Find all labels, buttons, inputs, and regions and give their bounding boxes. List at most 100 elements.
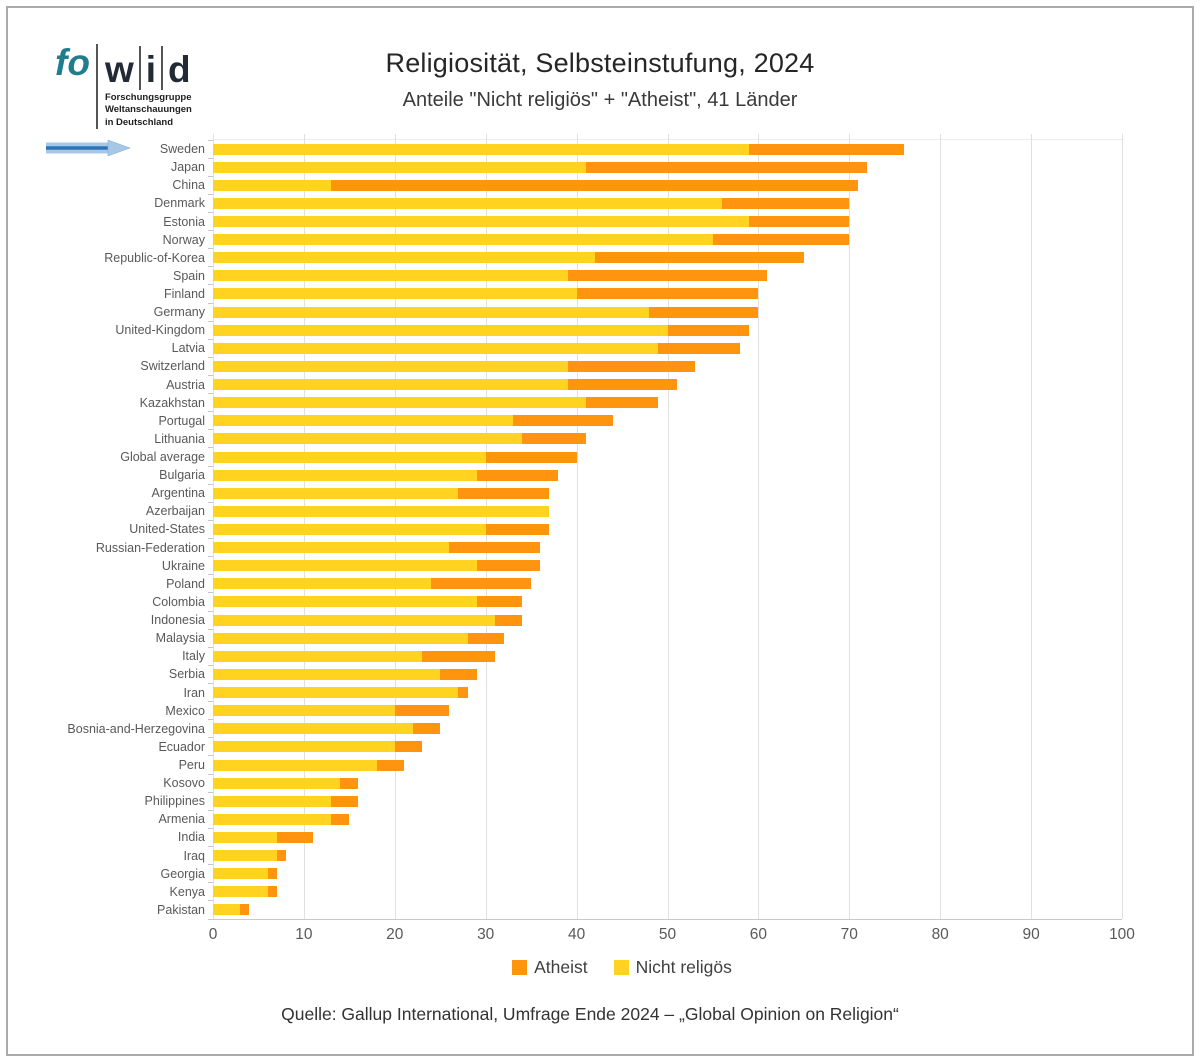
bar-row-ecuador: Ecuador: [158, 738, 1122, 756]
y-axis-tick: [208, 701, 213, 703]
bar-segment-nicht-religios: [213, 813, 332, 825]
y-axis-tick: [208, 338, 213, 340]
bar-segment-nicht-religios: [213, 687, 459, 699]
gridline-x-100: [1122, 134, 1123, 919]
bar-row-serbia: Serbia: [169, 665, 1122, 683]
x-axis-label-30: 30: [477, 926, 495, 943]
bar-row-estonia: Estonia: [163, 212, 1122, 230]
country-label: Austria: [166, 377, 205, 392]
bar-segment-atheist: [331, 179, 859, 191]
y-axis-tick: [208, 483, 213, 485]
y-axis-tick: [208, 592, 213, 594]
bar-row-switzerland: Switzerland: [140, 357, 1122, 375]
bar-segment-atheist: [412, 723, 441, 735]
y-axis-tick: [208, 284, 213, 286]
bar-segment-atheist: [476, 596, 523, 608]
bar-segment-atheist: [467, 632, 504, 644]
y-axis-tick: [208, 556, 213, 558]
bar-stack: [213, 687, 1122, 699]
x-axis-label-100: 100: [1109, 926, 1135, 943]
y-axis-tick: [208, 393, 213, 395]
bar-stack: [213, 433, 1122, 445]
bar-segment-nicht-religios: [213, 795, 332, 807]
bar-segment-atheist: [276, 831, 313, 843]
legend-label-nicht-religios: Nicht religös: [635, 957, 732, 977]
bar-row-latvia: Latvia: [172, 339, 1122, 357]
country-label: Indonesia: [150, 613, 205, 628]
country-label: Ecuador: [158, 739, 205, 754]
country-label: Latvia: [171, 341, 205, 356]
y-axis-tick: [208, 610, 213, 612]
bar-row-malaysia: Malaysia: [156, 629, 1122, 647]
country-label: Ukraine: [161, 558, 205, 573]
bar-row-kosovo: Kosovo: [163, 774, 1122, 792]
bar-segment-atheist: [667, 324, 750, 336]
y-axis-tick: [208, 809, 213, 811]
bar-row-norway: Norway: [163, 231, 1122, 249]
bar-segment-nicht-religios: [213, 741, 395, 753]
y-axis-tick: [208, 375, 213, 376]
country-label: Norway: [162, 232, 205, 247]
bar-segment-atheist: [712, 234, 850, 246]
bar-stack: [213, 288, 1122, 300]
bar-segment-nicht-religios: [213, 505, 550, 517]
bar-segment-atheist: [576, 288, 759, 300]
bar-segment-atheist: [594, 252, 804, 264]
x-axis-label-20: 20: [386, 926, 404, 943]
country-label: Iraq: [183, 848, 205, 863]
legend-swatch-atheist: [512, 960, 528, 975]
country-label: Malaysia: [155, 631, 205, 646]
bar-stack: [213, 886, 1122, 898]
bar-row-germany: Germany: [154, 303, 1122, 321]
bar-segment-nicht-religios: [213, 306, 650, 318]
country-label: Italy: [182, 649, 205, 664]
y-axis-tick: [208, 827, 213, 829]
bar-stack: [213, 143, 1122, 155]
bar-segment-atheist: [485, 451, 577, 463]
country-label: United-States: [129, 522, 205, 537]
gridline-x-60: [758, 134, 760, 919]
bar-segment-nicht-religios: [213, 596, 477, 608]
country-label: Lithuania: [154, 431, 205, 446]
bar-stack: [213, 379, 1122, 391]
bar-stack: [213, 596, 1122, 608]
country-label: Sweden: [159, 142, 205, 157]
bar-segment-nicht-religios: [213, 270, 568, 282]
bar-segment-nicht-religios: [213, 614, 495, 626]
y-axis-tick: [208, 139, 213, 141]
country-label: Bulgaria: [159, 468, 205, 483]
bar-row-portugal: Portugal: [158, 412, 1122, 430]
country-label: Denmark: [154, 196, 205, 211]
bar-segment-nicht-religios: [213, 161, 586, 173]
bar-row-finland: Finland: [164, 285, 1122, 303]
x-axis-label-40: 40: [567, 926, 586, 943]
bar-row-colombia: Colombia: [152, 593, 1122, 611]
y-axis-tick: [208, 846, 213, 848]
title-block: Religiosität, Selbsteinstufung, 2024 Ant…: [0, 48, 1200, 112]
logo-letter-i: i: [145, 49, 156, 90]
bar-segment-nicht-religios: [213, 542, 450, 554]
country-label: Poland: [166, 576, 205, 591]
bar-segment-atheist: [331, 795, 359, 807]
country-label: Kazakhstan: [139, 395, 205, 410]
bar-stack: [213, 668, 1122, 680]
logo-right-block: w i d Forschungsgruppe Weltanschauungen …: [105, 44, 192, 129]
bar-segment-nicht-religios: [213, 397, 586, 409]
y-axis-tick: [208, 682, 213, 684]
legend: Atheist Nicht religös: [22, 957, 1200, 978]
y-axis-tick: [208, 157, 213, 159]
country-label: Bosnia-and-Herzegovina: [67, 721, 205, 736]
y-axis-tick: [208, 175, 213, 177]
y-axis-tick: [208, 538, 213, 540]
page-title: Religiosität, Selbsteinstufung, 2024: [385, 48, 815, 78]
bar-segment-nicht-religios: [213, 487, 459, 499]
y-axis-tick: [208, 664, 213, 666]
bar-row-kazakhstan: Kazakhstan: [140, 394, 1122, 412]
logo-tagline-line: Weltanschauungen: [104, 104, 192, 116]
bar-chart-plot-area: Sweden Japan China Denmark Estonia Norway Repu…: [67, 134, 1123, 920]
bar-stack: [213, 306, 1122, 318]
logo-letter-w: w: [104, 49, 134, 90]
y-axis-tick: [208, 864, 213, 866]
bar-row-united-states: United-States: [129, 520, 1122, 538]
y-axis-tick: [208, 882, 213, 884]
